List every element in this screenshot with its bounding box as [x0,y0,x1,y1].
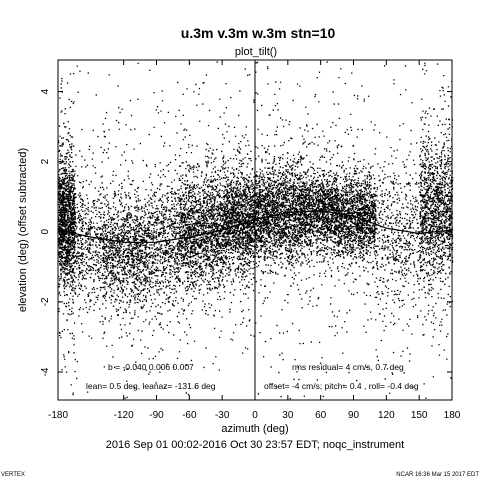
y-axis-ticks: -4 -2 0 2 4 [40,88,452,376]
annotation-b: b = -0.040 0.006 0.007 [108,362,194,372]
fit-curve [57,210,453,243]
y-tick-label: 4 [40,88,51,94]
x-tick-label: 0 [252,410,258,421]
y-tick-label: 0 [40,229,51,235]
y-axis-label: elevation (deg) (offset subtracted) [17,148,29,312]
scatter-points [58,61,454,400]
footer-left: VERTEX [1,472,25,478]
scatter-point-cloud [58,61,454,400]
x-axis-label: azimuth (deg) [221,423,288,435]
chart-title: u.3m v.3m w.3m stn=10 [181,25,336,41]
x-tick-label: 90 [348,410,360,421]
x-tick-label: -60 [182,410,197,421]
chart-subtitle: plot_tilt() [235,46,277,58]
y-tick-label: 2 [40,158,51,164]
x-tick-label: -90 [149,410,164,421]
x-tick-label: -180 [48,410,68,421]
x-tick-label: -120 [114,410,134,421]
x-tick-label: 180 [444,410,461,421]
annotation-lean: lean= 0.5 deg, leanaz= -131.6 deg [86,381,216,391]
y-tick-label: -4 [40,367,51,376]
x-tick-label: 150 [411,410,428,421]
footer-right: NCAR 16:36 Mar 15 2017 EDT [396,472,479,478]
date-range-label: 2016 Sep 01 00:02-2016 Oct 30 23:57 EDT;… [106,439,404,451]
x-tick-label: 60 [315,410,327,421]
x-tick-label: 30 [282,410,294,421]
y-tick-label: -2 [40,297,51,306]
x-tick-label: 120 [378,410,395,421]
annotation-rms: rms residual= 4 cm/s, 0.7 deg [292,362,404,372]
annotation-offset: offset= -4 cm/s; pitch= 0.4 , roll= -0.4… [264,381,419,391]
x-axis-ticks: -180 -120 -90 -60 -30 0 30 60 90 120 150 180 [48,60,461,421]
x-tick-label: -30 [215,410,230,421]
